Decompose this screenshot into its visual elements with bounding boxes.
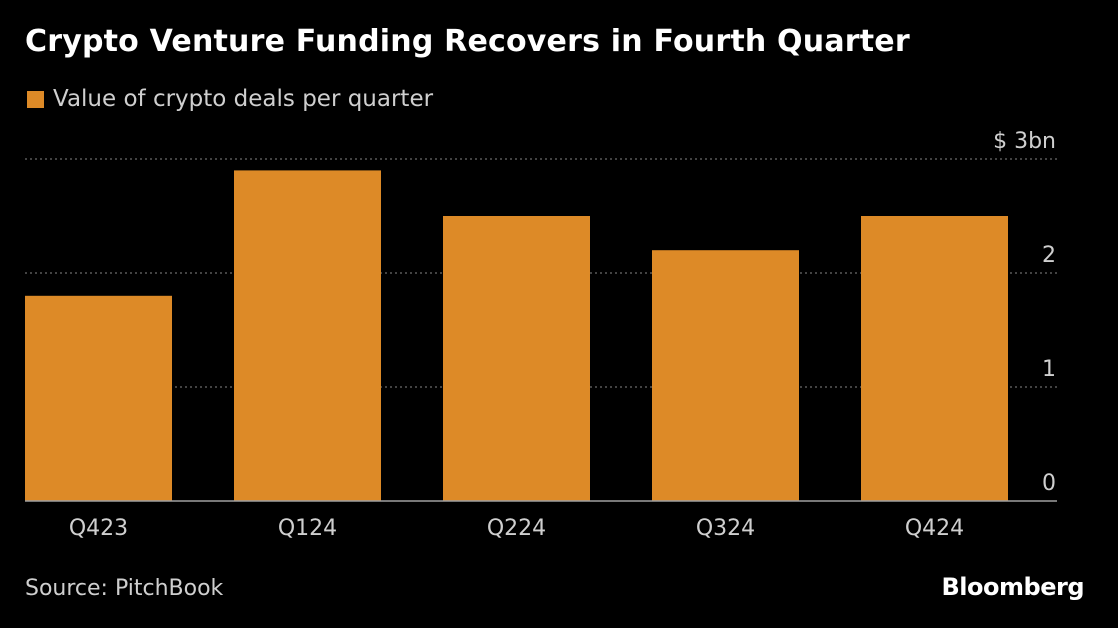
x-tick-label: Q424 bbox=[905, 516, 964, 541]
y-tick-label: 0 bbox=[1042, 471, 1056, 496]
bar-q124 bbox=[234, 170, 381, 501]
x-tick-label: Q224 bbox=[487, 516, 546, 541]
legend-label: Value of crypto deals per quarter bbox=[53, 86, 434, 112]
bar-q424 bbox=[861, 216, 1008, 501]
chart-title: Crypto Venture Funding Recovers in Fourt… bbox=[25, 24, 910, 59]
x-tick-label: Q124 bbox=[278, 516, 337, 541]
legend-swatch bbox=[27, 90, 44, 108]
x-tick-label: Q423 bbox=[69, 516, 128, 541]
y-tick-label: $ 3bn bbox=[993, 129, 1056, 154]
bar-q324 bbox=[652, 250, 799, 501]
bar-q423 bbox=[25, 295, 172, 501]
x-tick-label: Q324 bbox=[696, 516, 755, 541]
source-note: Source: PitchBook bbox=[25, 576, 224, 601]
y-tick-label: 2 bbox=[1042, 243, 1056, 268]
legend: Value of crypto deals per quarter bbox=[27, 86, 433, 112]
y-tick-label: 1 bbox=[1042, 357, 1056, 382]
bloomberg-logo: Bloomberg bbox=[941, 573, 1085, 601]
bar-q224 bbox=[443, 216, 590, 501]
